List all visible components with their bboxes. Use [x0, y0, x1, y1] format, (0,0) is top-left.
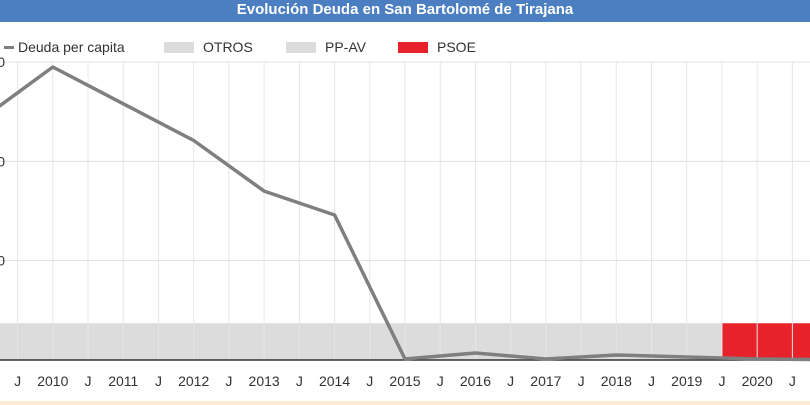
x-tick-label: J — [85, 373, 92, 389]
x-tick-label: 2017 — [530, 373, 561, 389]
x-tick-label: 2012 — [178, 373, 209, 389]
series-line-deuda-per-capita — [0, 65, 810, 362]
x-tick-label: J — [718, 373, 725, 389]
legend-label-otros: OTROS — [203, 39, 253, 55]
x-tick-label: 2013 — [249, 373, 280, 389]
legend-swatch-psoe — [398, 41, 428, 53]
legend-swatch-deuda — [4, 45, 14, 49]
legend-label-psoe: PSOE — [437, 39, 476, 55]
x-tick-label: 2019 — [671, 373, 702, 389]
y-tick-label: 0 — [0, 253, 5, 269]
x-tick-label: 2010 — [37, 373, 68, 389]
x-tick-label: 2018 — [601, 373, 632, 389]
legend: Deuda per capita OTROS PP-AV PSOE — [0, 37, 810, 57]
legend-item-ppav[interactable]: PP-AV — [286, 37, 366, 57]
x-tick-label: 2014 — [319, 373, 350, 389]
y-tick-label: 0 — [0, 54, 5, 70]
y-tick-label: 0 — [0, 153, 5, 169]
x-tick-label: J — [648, 373, 655, 389]
legend-item-psoe[interactable]: PSOE — [398, 37, 476, 57]
x-tick-label: 2015 — [389, 373, 420, 389]
legend-item-deuda[interactable]: Deuda per capita — [4, 37, 125, 57]
legend-item-otros[interactable]: OTROS — [164, 37, 253, 57]
bottom-strip — [0, 401, 810, 405]
x-tick-label: J — [296, 373, 303, 389]
legend-label-ppav: PP-AV — [325, 39, 366, 55]
x-tick-label: J — [789, 373, 796, 389]
x-tick-label: J — [366, 373, 373, 389]
x-tick-label: 2011 — [108, 373, 138, 389]
x-tick-label: J — [14, 373, 21, 389]
legend-label-deuda: Deuda per capita — [18, 39, 125, 55]
x-tick-label: J — [225, 373, 232, 389]
band-psoe — [721, 323, 810, 360]
x-tick-label: 2020 — [742, 373, 773, 389]
x-tick-label: 2016 — [460, 373, 491, 389]
x-tick-label: J — [578, 373, 585, 389]
chart-title: Evolución Deuda en San Bartolomé de Tira… — [0, 0, 810, 22]
legend-swatch-ppav — [286, 41, 316, 53]
legend-swatch-otros — [164, 41, 194, 53]
x-tick-label: J — [437, 373, 444, 389]
x-tick-label: J — [155, 373, 162, 389]
x-tick-label: J — [507, 373, 514, 389]
